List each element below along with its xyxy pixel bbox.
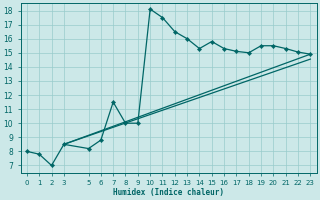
X-axis label: Humidex (Indice chaleur): Humidex (Indice chaleur) — [113, 188, 224, 197]
